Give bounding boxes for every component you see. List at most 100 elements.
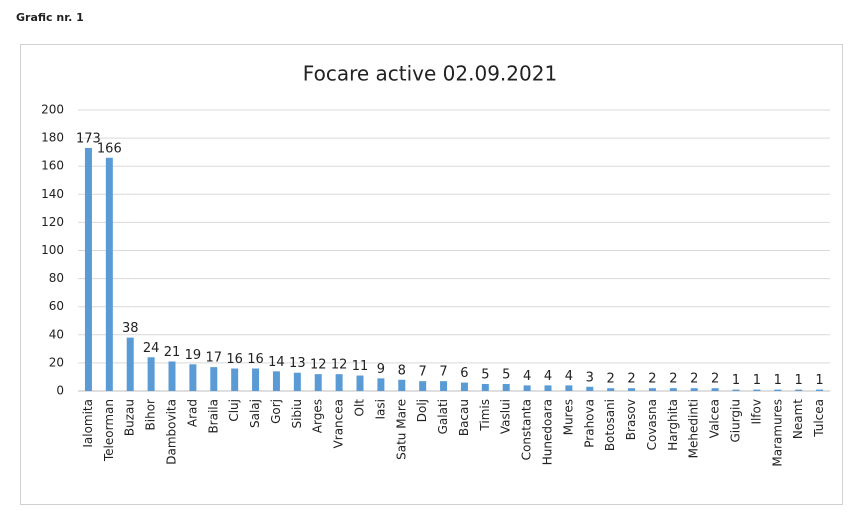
- bar: [732, 389, 740, 391]
- bar: [189, 364, 197, 391]
- value-label: 1: [815, 373, 823, 388]
- bar: [795, 389, 803, 391]
- x-tick-label: Mures: [561, 399, 575, 435]
- bar: [460, 382, 468, 391]
- chart-frame: [20, 44, 843, 505]
- y-tick-label: 40: [49, 327, 64, 341]
- value-label: 21: [164, 345, 181, 360]
- bar: [690, 388, 698, 391]
- value-label: 16: [226, 352, 243, 367]
- bar: [84, 147, 92, 391]
- bar: [356, 375, 364, 391]
- x-tick-label: Botosani: [603, 399, 617, 451]
- x-tick-label: Olt: [353, 399, 367, 417]
- x-tick-label: Hunedoara: [541, 399, 555, 465]
- bar: [648, 388, 656, 391]
- bar: [586, 386, 594, 391]
- bar: [272, 371, 280, 391]
- bar: [481, 383, 489, 391]
- x-tick-label: Dolj: [415, 399, 429, 422]
- bar: [419, 381, 427, 391]
- chart-title: Focare active 02.09.2021: [303, 62, 557, 86]
- x-tick-label: Constanta: [520, 399, 534, 460]
- bar: [105, 157, 113, 391]
- x-tick-label: Maramures: [770, 399, 784, 467]
- x-tick-label: Ilfov: [749, 399, 763, 425]
- bar: [440, 381, 448, 391]
- y-tick-label: 160: [41, 159, 64, 173]
- bar: [168, 361, 176, 391]
- value-label: 2: [648, 372, 656, 387]
- bar: [565, 385, 573, 391]
- value-label: 12: [310, 358, 327, 373]
- bar: [669, 388, 677, 391]
- x-tick-label: Bihor: [144, 399, 158, 431]
- y-tick-label: 0: [56, 384, 64, 398]
- x-tick-label: Satu Mare: [394, 399, 408, 460]
- value-label: 173: [76, 131, 101, 146]
- x-tick-label: Cluj: [227, 399, 241, 422]
- bar: [314, 374, 322, 391]
- x-tick-label: Mehedinti: [687, 399, 701, 458]
- value-label: 5: [481, 367, 489, 382]
- value-label: 3: [586, 370, 594, 385]
- x-tick-label: Brasov: [624, 399, 638, 440]
- y-tick-label: 140: [41, 187, 64, 201]
- value-label: 2: [607, 372, 615, 387]
- bar: [293, 372, 301, 391]
- x-tick-label: Iasi: [373, 399, 387, 419]
- x-tick-label: Vrancea: [332, 399, 346, 448]
- x-tick-label: Salaj: [248, 399, 262, 428]
- x-tick-label: Vaslui: [499, 399, 513, 434]
- x-tick-label: Covasna: [645, 399, 659, 450]
- value-label: 17: [206, 351, 223, 366]
- y-tick-label: 60: [49, 299, 64, 313]
- value-label: 9: [377, 362, 385, 377]
- value-label: 166: [97, 141, 122, 156]
- x-tick-label: Arad: [185, 399, 199, 427]
- value-label: 1: [795, 373, 803, 388]
- x-tick-label: Gorj: [269, 399, 283, 424]
- value-label: 7: [419, 365, 427, 380]
- bar: [628, 388, 636, 391]
- value-label: 24: [143, 341, 160, 356]
- y-tick-label: 100: [41, 243, 64, 257]
- bar: [252, 368, 260, 391]
- value-label: 2: [711, 372, 719, 387]
- bar: [816, 389, 824, 391]
- x-tick-label: Ialomita: [81, 399, 95, 448]
- bar: [126, 337, 134, 391]
- value-label: 38: [122, 321, 139, 336]
- y-tick-label: 200: [41, 103, 64, 117]
- bar: [335, 374, 343, 391]
- value-label: 12: [331, 358, 348, 373]
- x-tick-label: Neamt: [791, 399, 805, 439]
- bar: [398, 379, 406, 391]
- x-tick-label: Timis: [478, 399, 492, 432]
- value-label: 2: [690, 372, 698, 387]
- value-label: 4: [544, 369, 552, 384]
- value-label: 14: [268, 355, 285, 370]
- value-label: 1: [753, 373, 761, 388]
- value-label: 5: [502, 367, 510, 382]
- bar: [502, 383, 510, 391]
- bar: [544, 385, 552, 391]
- value-label: 7: [439, 365, 447, 380]
- bar: [231, 368, 239, 391]
- x-tick-label: Arges: [311, 399, 325, 433]
- value-label: 6: [460, 366, 468, 381]
- value-label: 4: [523, 369, 531, 384]
- bar: [210, 367, 218, 391]
- bar: [147, 357, 155, 391]
- bar: [753, 389, 761, 391]
- bar: [711, 388, 719, 391]
- x-tick-label: Bacau: [457, 399, 471, 436]
- x-tick-label: Giurgiu: [729, 399, 743, 443]
- value-label: 11: [352, 359, 369, 374]
- bar: [523, 385, 531, 391]
- bar: [774, 389, 782, 391]
- x-tick-label: Tulcea: [812, 399, 826, 438]
- bar: [607, 388, 615, 391]
- x-tick-label: Harghita: [666, 399, 680, 451]
